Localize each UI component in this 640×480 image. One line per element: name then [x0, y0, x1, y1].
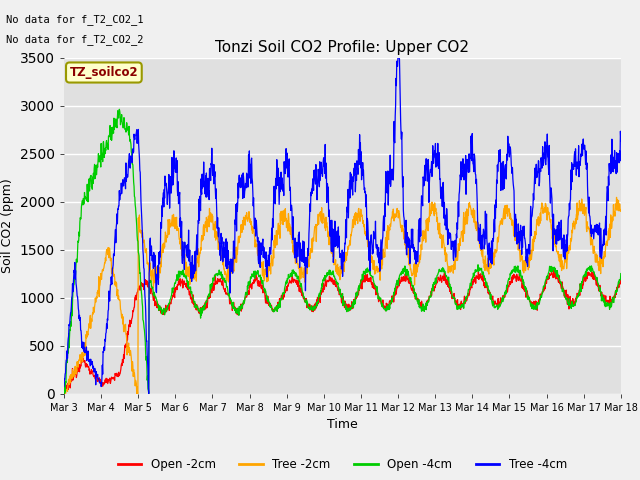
Tree -4cm: [552, 231, 559, 237]
Tree -4cm: [171, 166, 179, 171]
Open -4cm: [115, 107, 123, 112]
Open -4cm: [617, 271, 625, 276]
Tree -2cm: [171, 215, 179, 221]
Tree -2cm: [502, 211, 509, 216]
Y-axis label: Soil CO2 (ppm): Soil CO2 (ppm): [1, 178, 14, 273]
Open -2cm: [60, 391, 68, 396]
Tree -4cm: [145, 391, 152, 396]
Open -4cm: [551, 265, 559, 271]
Tree -4cm: [60, 384, 68, 389]
Open -4cm: [184, 279, 192, 285]
Line: Tree -4cm: Tree -4cm: [64, 58, 621, 394]
Tree -2cm: [61, 391, 68, 396]
Line: Open -4cm: Open -4cm: [64, 109, 621, 394]
Legend: Open -2cm, Tree -2cm, Open -4cm, Tree -4cm: Open -2cm, Tree -2cm, Open -4cm, Tree -4…: [113, 453, 572, 476]
Open -2cm: [184, 287, 191, 292]
Open -2cm: [429, 285, 436, 291]
Open -4cm: [246, 274, 254, 280]
Tree -2cm: [617, 207, 625, 213]
Tree -4cm: [617, 138, 625, 144]
Tree -4cm: [246, 173, 254, 179]
Open -4cm: [60, 391, 68, 396]
Open -2cm: [170, 292, 178, 298]
Tree -4cm: [429, 160, 437, 166]
Open -2cm: [502, 291, 509, 297]
Tree -2cm: [246, 216, 254, 222]
Tree -2cm: [612, 194, 620, 200]
Open -4cm: [429, 288, 437, 293]
Line: Open -2cm: Open -2cm: [64, 270, 621, 394]
Tree -2cm: [60, 391, 68, 396]
Tree -4cm: [184, 253, 192, 259]
Open -4cm: [502, 291, 509, 297]
Open -4cm: [171, 280, 179, 286]
Open -2cm: [246, 283, 254, 289]
X-axis label: Time: Time: [327, 418, 358, 431]
Text: No data for f_T2_CO2_2: No data for f_T2_CO2_2: [6, 34, 144, 45]
Open -2cm: [551, 272, 559, 278]
Text: TZ_soilco2: TZ_soilco2: [70, 66, 138, 79]
Tree -2cm: [184, 274, 192, 279]
Open -2cm: [617, 275, 625, 281]
Tree -2cm: [551, 238, 559, 243]
Tree -2cm: [429, 202, 437, 207]
Line: Tree -2cm: Tree -2cm: [64, 197, 621, 394]
Open -2cm: [550, 267, 557, 273]
Title: Tonzi Soil CO2 Profile: Upper CO2: Tonzi Soil CO2 Profile: Upper CO2: [216, 40, 469, 55]
Tree -4cm: [394, 55, 402, 60]
Tree -4cm: [502, 176, 510, 182]
Text: No data for f_T2_CO2_1: No data for f_T2_CO2_1: [6, 14, 144, 25]
